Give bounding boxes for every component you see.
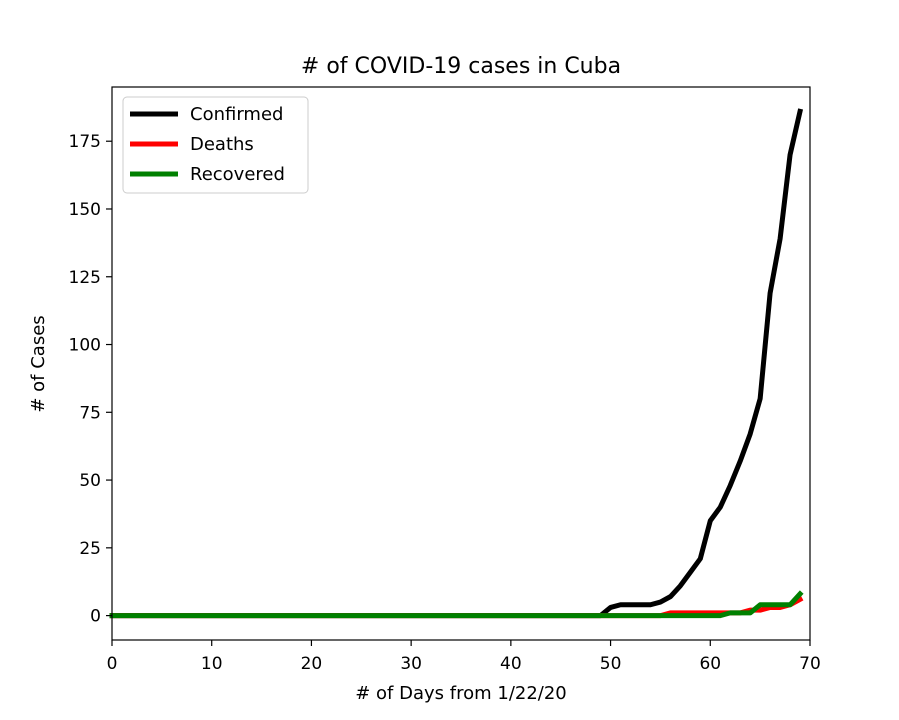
y-tick-label: 50 [79, 471, 101, 491]
legend-label-confirmed: Confirmed [190, 104, 283, 125]
legend-label-recovered: Recovered [190, 164, 285, 185]
y-tick-label: 175 [69, 132, 101, 152]
y-tick-label: 150 [69, 200, 101, 220]
legend: Confirmed Deaths Recovered [122, 96, 309, 194]
legend-box [122, 96, 309, 194]
x-tick-label: 30 [400, 654, 422, 674]
x-tick-label: 40 [500, 654, 522, 674]
x-axis-ticks: 0 10 20 30 40 50 60 70 [107, 640, 821, 674]
x-tick-label: 50 [600, 654, 622, 674]
y-axis-ticks: 0 25 50 75 100 125 150 175 [69, 132, 112, 627]
y-tick-label: 75 [79, 403, 101, 423]
legend-label-deaths: Deaths [190, 134, 254, 155]
x-axis-label: # of Days from 1/22/20 [355, 683, 567, 704]
y-axis-label: # of Cases [28, 315, 49, 412]
y-tick-label: 25 [79, 539, 101, 559]
series-line-recovered [109, 590, 804, 619]
series-layer [109, 108, 804, 619]
y-tick-label: 0 [90, 607, 101, 627]
x-tick-label: 20 [301, 654, 323, 674]
x-tick-label: 70 [799, 654, 821, 674]
x-tick-label: 60 [699, 654, 721, 674]
chart-title: # of COVID-19 cases in Cuba [301, 54, 621, 79]
axes-frame [111, 86, 811, 641]
x-tick-label: 10 [201, 654, 223, 674]
y-tick-label: 125 [69, 268, 101, 288]
y-tick-label: 100 [69, 336, 101, 356]
x-tick-label: 0 [107, 654, 118, 674]
